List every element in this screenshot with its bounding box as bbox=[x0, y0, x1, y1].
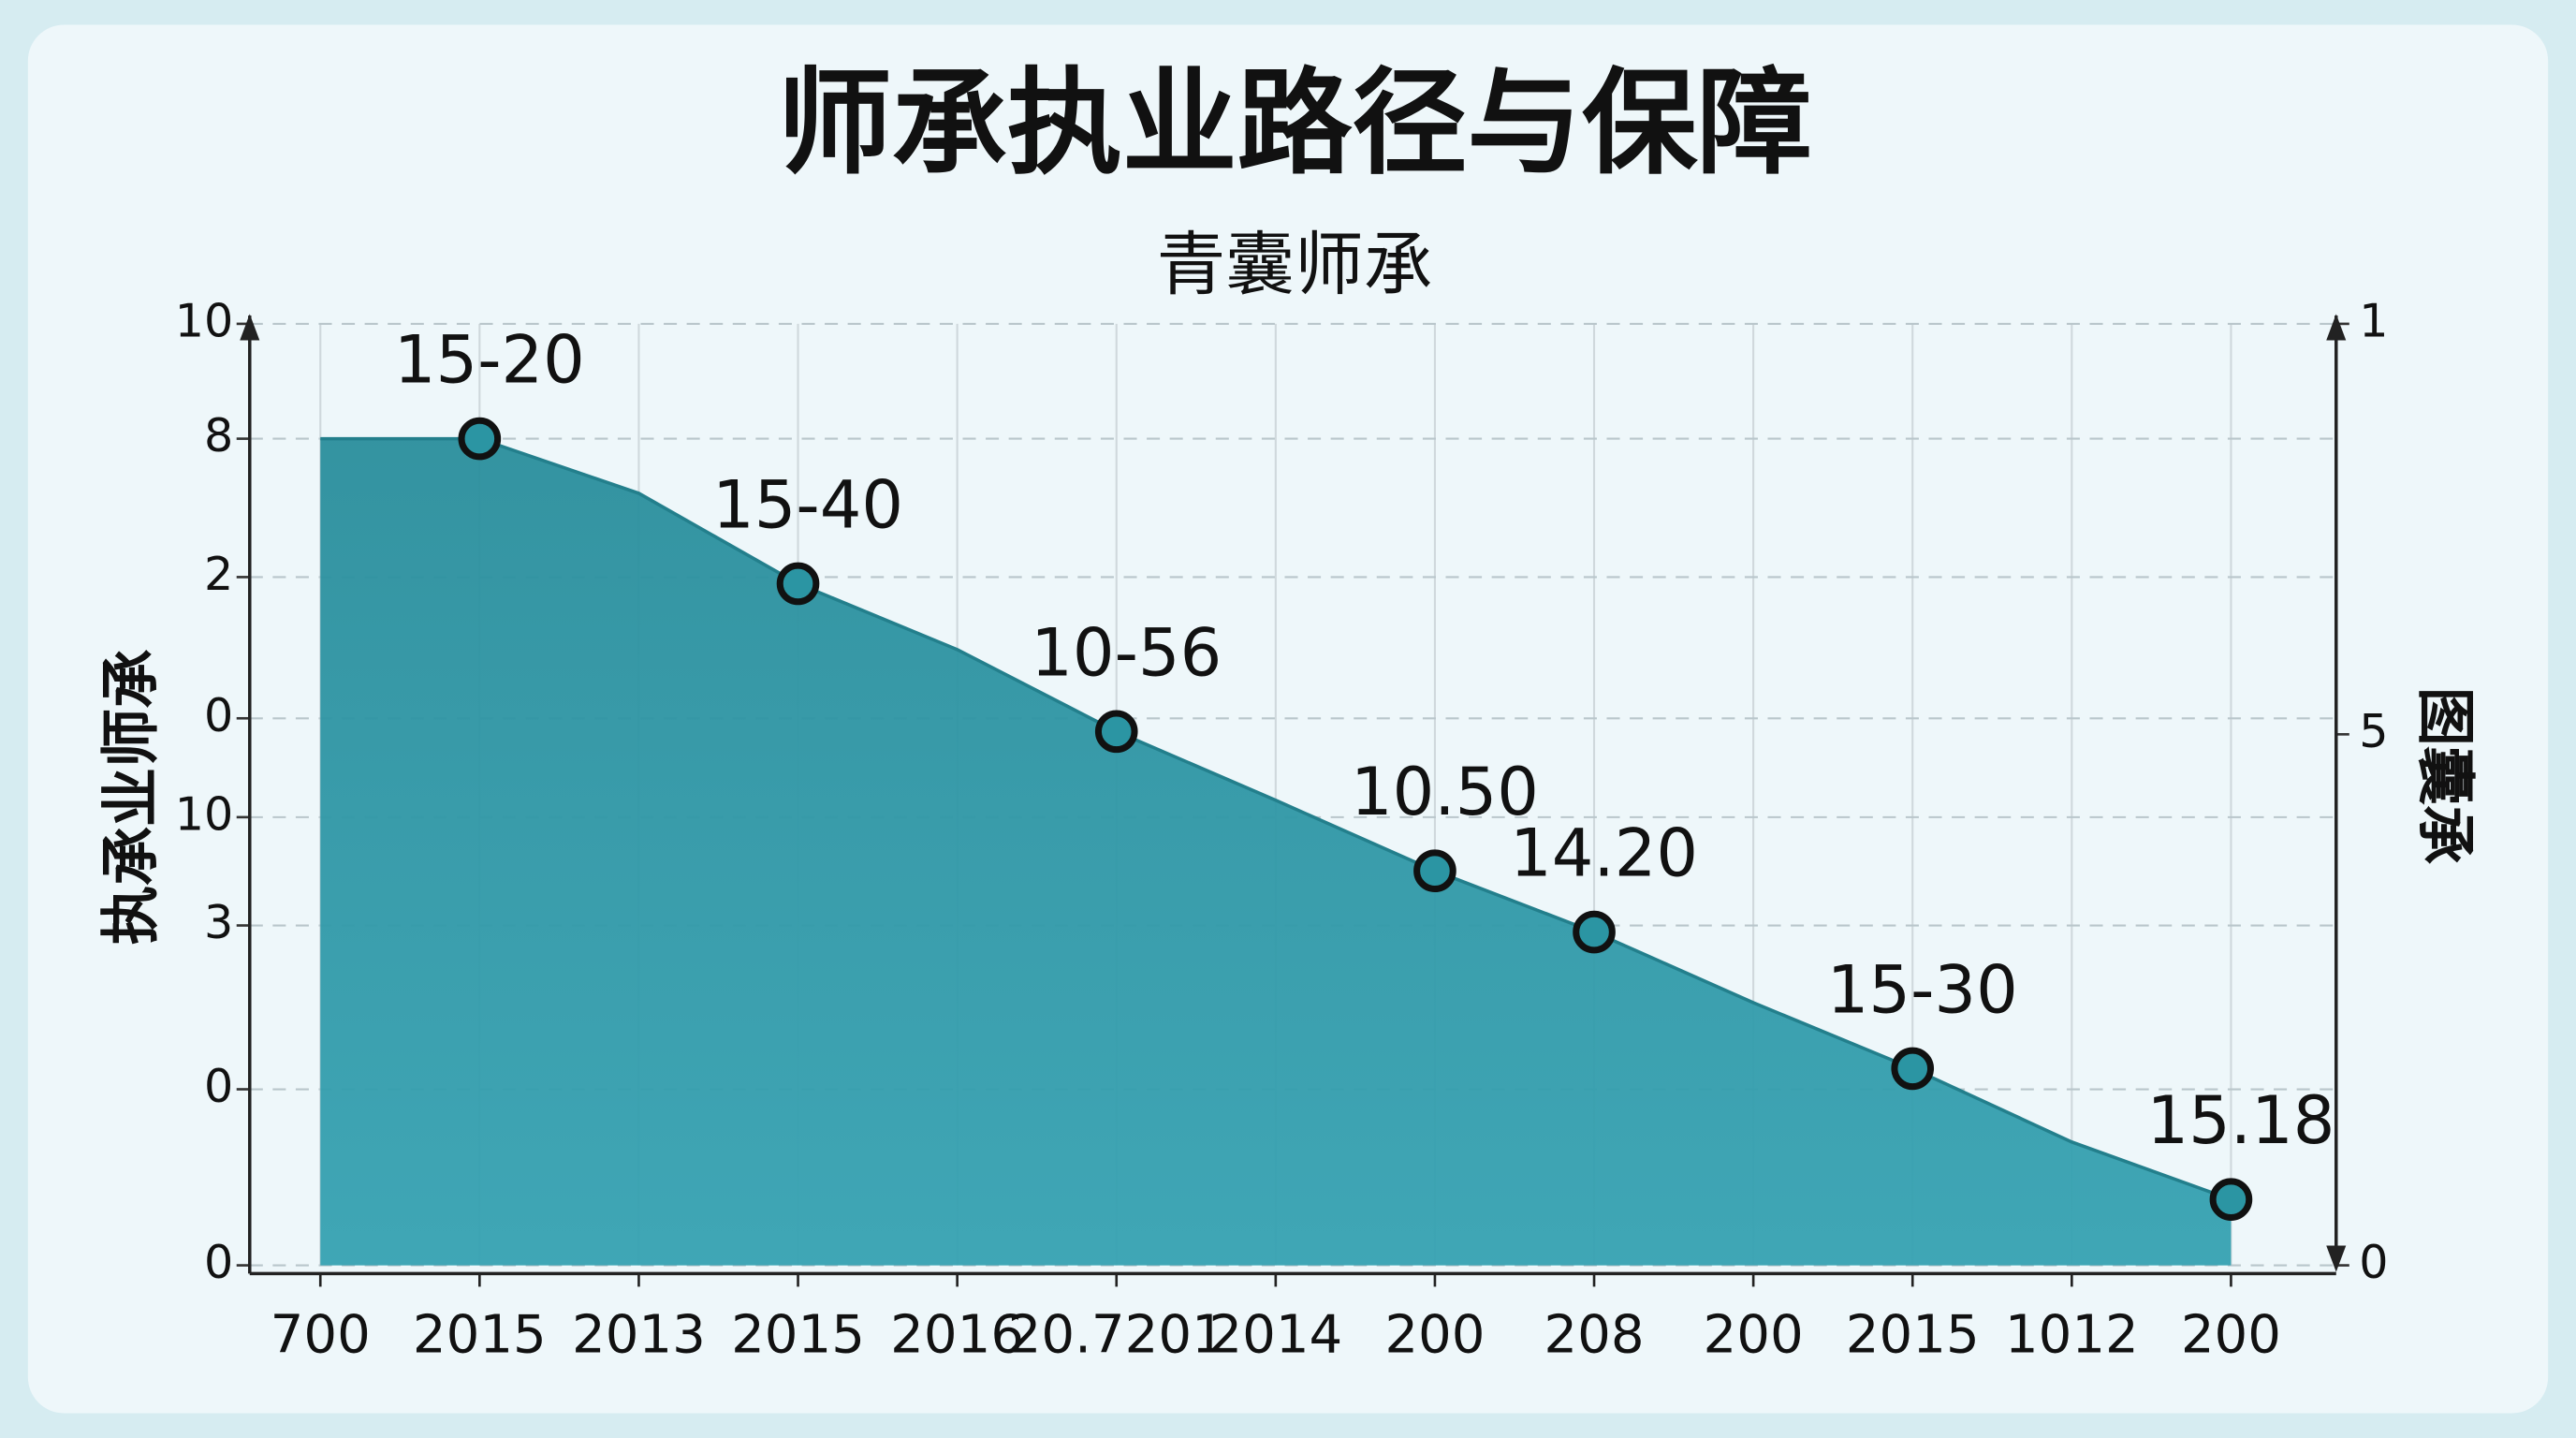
y-tick-label: 8 bbox=[204, 408, 233, 462]
x-tick-label: 2013 bbox=[572, 1304, 706, 1365]
point-label: 10-56 bbox=[1031, 614, 1222, 691]
x-tick-label: 2015 bbox=[413, 1304, 547, 1365]
y-tick-label: 2 bbox=[204, 547, 233, 601]
y2-tick-label: 1 bbox=[2359, 293, 2388, 347]
x-tick-label: 1012 bbox=[2005, 1304, 2139, 1365]
y-tick-label: 10 bbox=[175, 293, 234, 347]
x-tick-label: 200 bbox=[1384, 1304, 1485, 1365]
point-label: 15-30 bbox=[1827, 951, 2018, 1028]
data-point bbox=[1413, 849, 1456, 893]
x-tick-label: 200 bbox=[1704, 1304, 1804, 1365]
y2-axis-arrow-down bbox=[2326, 1245, 2347, 1272]
x-tick-label: 2014 bbox=[1208, 1304, 1342, 1365]
x-tick-label: 200 bbox=[2181, 1304, 2281, 1365]
data-point bbox=[2209, 1178, 2253, 1221]
y-tick-label: 3 bbox=[204, 895, 233, 949]
y2-tick-label: 5 bbox=[2359, 704, 2388, 758]
point-label: 15-40 bbox=[712, 467, 903, 544]
x-tick-label: 2016 bbox=[890, 1304, 1024, 1365]
y-tick-label: 0 bbox=[204, 1059, 233, 1113]
y2-tick-label: 0 bbox=[2359, 1235, 2388, 1289]
y2-axis-arrow-up bbox=[2326, 314, 2347, 341]
chart-subtitle: 青囊师承 bbox=[1157, 226, 1433, 305]
chart-title: 师承执业路径与保障 bbox=[777, 56, 1812, 190]
y-tick-label: 10 bbox=[175, 786, 234, 841]
y-tick-label: 0 bbox=[204, 1235, 233, 1289]
point-label: 10.50 bbox=[1351, 754, 1539, 830]
point-label: 15.18 bbox=[2146, 1082, 2334, 1159]
x-tick-label: 208 bbox=[1544, 1304, 1644, 1365]
y-axis-arrow bbox=[240, 314, 260, 341]
x-tick-label: 2015 bbox=[731, 1304, 865, 1365]
data-point bbox=[1891, 1047, 1935, 1091]
data-point bbox=[1094, 710, 1138, 754]
x-tick-label: 2015 bbox=[1846, 1304, 1980, 1365]
x-tick-label: 20.7201 bbox=[1008, 1304, 1225, 1365]
y-axis-label: 执承业师承 bbox=[95, 649, 165, 945]
data-point bbox=[776, 562, 820, 606]
point-label: 14.20 bbox=[1510, 815, 1698, 892]
point-label: 15-20 bbox=[394, 322, 585, 399]
data-point bbox=[458, 417, 502, 461]
area bbox=[320, 438, 2232, 1266]
y2-axis-label: 图囊承 bbox=[2411, 687, 2481, 865]
data-point bbox=[1573, 910, 1616, 954]
y-tick-label: 0 bbox=[204, 688, 233, 742]
x-tick-label: 700 bbox=[271, 1304, 371, 1365]
